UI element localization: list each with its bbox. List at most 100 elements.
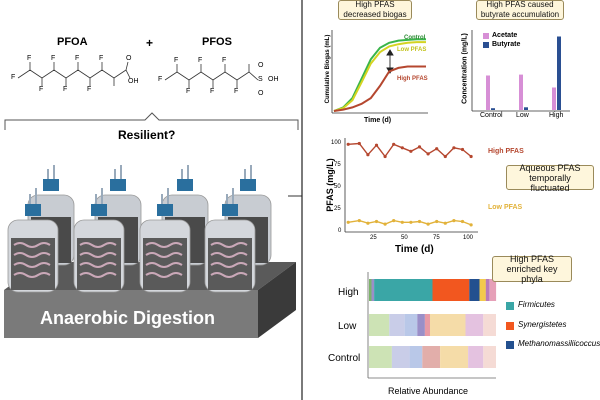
aqueous-point [452,146,456,150]
pfoa-atom-f: F [11,74,16,81]
phyla-segment [409,346,423,368]
pfoa-structure [17,61,131,86]
pfos-structure [164,64,259,88]
phyla-segment [371,279,374,301]
phyla-segment [483,346,496,368]
aqueous-point [374,143,379,147]
aqueous-ytick: 25 [334,206,341,212]
aqueous-lines [346,141,473,227]
pfos-atom-f: F [158,76,163,83]
aqueous-point [383,222,387,226]
pfoa-atom-f: F [63,86,68,93]
aqueous-xtick: 100 [463,235,474,241]
legend-acetate-swatch [483,33,489,39]
aqueous-point [383,154,387,159]
aqueous-point [374,219,379,224]
aqueous-point [346,142,350,146]
aqueous-point [409,149,413,153]
aqueous-point [400,220,404,224]
legend-acetate-label: Acetate [492,32,518,39]
aqueous-point [469,154,473,159]
phyla-segment [374,279,433,301]
aqueous-point [443,154,447,159]
pfoa-atom-f: F [27,55,32,62]
pfos-atom-f: F [210,88,215,95]
platform-front [4,290,258,338]
phyla-segment [369,279,372,301]
bottle [139,188,191,293]
biogas-label-high: High PFAS [397,76,428,82]
legend-synergistetes-label: Synergistetes [518,320,567,329]
resilient-question: Resilient? [118,128,176,142]
aqueous-point [426,222,430,226]
pfos-atom-f: F [174,57,179,64]
pfos-atom-o: O [258,90,264,97]
aqueous-xtick: 50 [401,235,408,241]
bottle [204,188,256,293]
aqueous-point [443,221,447,225]
biogas-title-box: High PFAS decreased biogas [338,0,412,20]
aqueous-ytick: 75 [334,162,341,168]
pfoa-atom-f: F [99,55,104,62]
biogas-series-line [333,65,426,112]
butyrate-title-box: High PFAS caused butyrate accumulation [476,0,564,20]
anaerobic-digestion-label: Anaerobic Digestion [40,308,216,328]
legend-firmicutes-label: Firmicutes [518,300,555,309]
aqueous-point [357,141,361,146]
butyrate-bars [486,36,561,110]
biogas-series-line [333,41,426,112]
butyrate-xtick-control: Control [480,112,503,119]
aqueous-ytick: 0 [338,228,342,234]
aqueous-point [392,219,396,223]
phyla-segment [440,346,468,368]
phyla-segment [369,346,392,368]
butyrate-ylabel: Concentration (mg/L) [461,33,469,104]
pfos-atom-f: F [198,57,203,64]
pfoa-atom-o: O [126,55,132,62]
aqueous-low-label: Low PFAS [488,204,523,211]
aqueous-point [460,219,465,224]
phyla-xlabel: Relative Abundance [388,386,469,396]
pfos-atom-f: F [234,88,239,95]
phyla-segment [404,314,418,336]
phyla-segment [430,314,466,336]
biogas-series-line [333,38,426,112]
biogas-label-low: Low PFAS [397,47,427,53]
phyla-segment [389,314,405,336]
aqueous-point [435,219,439,224]
pfoa-atom-f: F [51,55,56,62]
aqueous-point [469,223,473,227]
legend-butyrate-label: Butyrate [492,41,521,48]
aqueous-point [452,219,456,223]
legend-methanomassiliicoccus-swatch [506,341,514,349]
butyrate-bar [486,75,490,110]
phyla-row-label-high: High [338,287,359,298]
aqueous-xtick: 25 [370,235,377,241]
phyla-segment [489,279,497,301]
bracket-line [4,112,299,130]
aqueous-point [417,145,422,149]
aqueous-point [435,147,439,151]
phyla-segment [369,314,390,336]
platform-side [258,262,296,338]
phyla-title-box: High PFAS enriched key phyla [492,254,572,284]
pfoa-label: PFOA [57,36,88,48]
pfos-label: PFOS [202,36,232,48]
aqueous-point [417,219,422,224]
biogas-ylabel: Cumulative Biogas (mL) [325,34,331,104]
phyla-segment [479,279,486,301]
bottles-front-row [7,188,256,293]
biogas-lines [333,38,426,112]
aqueous-xlabel: Time (d) [395,244,434,255]
pfos-atom-o: O [258,62,264,69]
pfos-atom-oh: OH [268,76,279,83]
biogas-label-control: Control [404,35,426,41]
biogas-xlabel: Time (d) [364,117,392,124]
pfoa-atom-oh: OH [128,78,139,85]
butyrate-bar [519,74,523,110]
aqueous-ytick: 50 [334,184,341,190]
butyrate-xtick-high: High [549,112,564,119]
phyla-segment [485,279,490,301]
aqueous-xtick: 75 [433,235,440,241]
aqueous-point [400,146,404,150]
